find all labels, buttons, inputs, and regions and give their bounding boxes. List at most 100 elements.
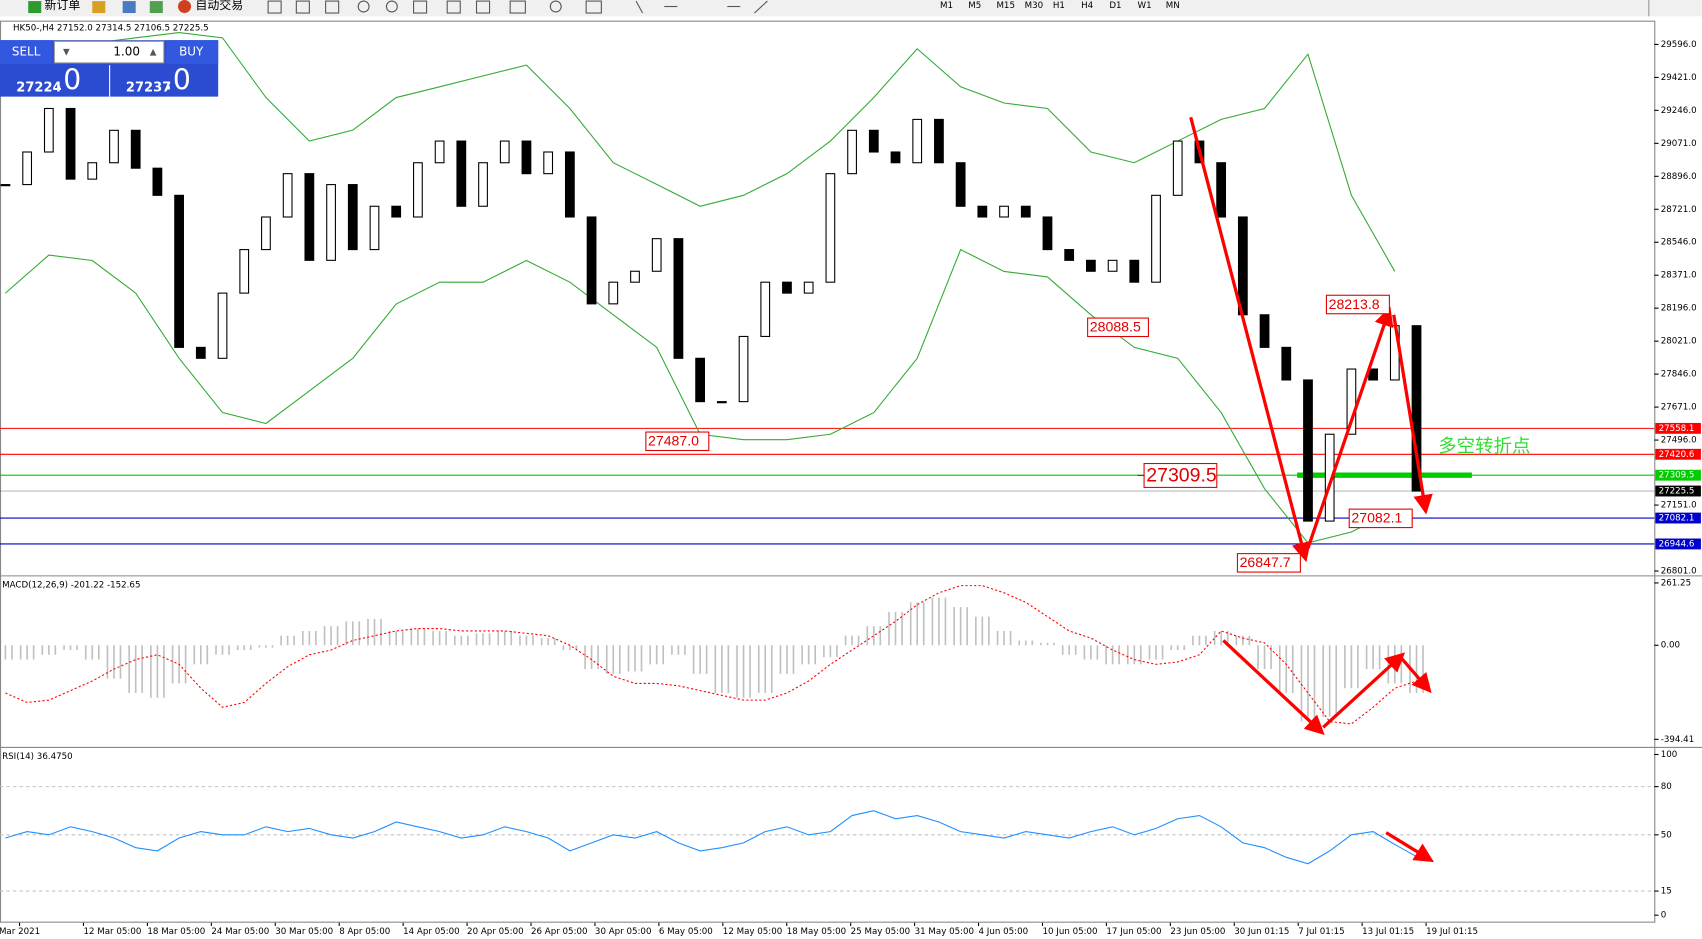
candle — [0, 184, 11, 187]
x-tick-label: 14 Apr 05:00 — [403, 927, 460, 937]
x-tick-label: 24 Mar 05:00 — [211, 927, 269, 937]
buy-label[interactable]: BUY — [179, 45, 204, 59]
tool-icon[interactable] — [295, 0, 310, 14]
sell-price-fraction[interactable]: .0 — [54, 63, 81, 96]
y-tick-label: 27151.0 — [1661, 501, 1697, 511]
y-tick-label: 80 — [1661, 782, 1672, 792]
candle — [109, 129, 119, 164]
x-tick-label: 17 Jun 05:00 — [1106, 927, 1161, 937]
candle — [738, 335, 749, 403]
candle — [456, 140, 467, 207]
candle — [608, 281, 619, 305]
new-order-button[interactable]: 新订单 — [45, 0, 81, 12]
candle — [239, 249, 250, 294]
new-order-icon[interactable] — [28, 1, 42, 14]
tool-icon[interactable] — [413, 0, 428, 14]
y-tick-label: 27496.0 — [1661, 436, 1697, 446]
candle — [1151, 194, 1161, 283]
tool-icon[interactable] — [267, 0, 282, 14]
candle — [934, 118, 944, 164]
candle — [1346, 368, 1357, 435]
x-tick-label: 13 Jul 01:15 — [1362, 927, 1414, 937]
candle — [195, 346, 206, 359]
candle — [1216, 162, 1227, 218]
tool-icon[interactable] — [92, 1, 106, 14]
x-tick-label: 30 Apr 05:00 — [595, 927, 652, 937]
annotation-label: 27309.5 — [1146, 465, 1217, 487]
plot: 29596.0 29421.0 29246.0 29071.0 28896.0 28721… — [0, 32, 1701, 937]
x-tick-label: 20 Apr 05:00 — [467, 927, 524, 937]
timeframe-button[interactable]: M5 — [968, 1, 981, 11]
y-tick-label: 29421.0 — [1661, 73, 1697, 83]
x-tick-label: 12 May 05:00 — [723, 927, 782, 937]
candle — [1020, 205, 1031, 218]
tool-icon[interactable] — [122, 1, 136, 14]
zoom-in[interactable] — [357, 0, 370, 13]
candle — [391, 205, 402, 218]
tool-icon[interactable] — [325, 0, 340, 14]
x-tick-label: 26 Apr 05:00 — [531, 927, 588, 937]
candle — [304, 173, 315, 261]
buy-price[interactable]: 27237 — [126, 80, 171, 95]
lots-input[interactable] — [53, 40, 165, 64]
candle — [1042, 216, 1053, 251]
lots-value[interactable]: 1.00 — [113, 45, 140, 59]
rsi-line — [5, 810, 1417, 865]
timeframe-button[interactable]: D1 — [1109, 1, 1121, 11]
candle — [651, 238, 662, 272]
spin-up[interactable]: ▲ — [150, 48, 157, 58]
annotation-box — [645, 431, 710, 452]
zoom-out[interactable] — [385, 0, 398, 13]
y-tick-label: 0 — [1661, 911, 1667, 921]
annotation-label: 27487.0 — [648, 433, 699, 449]
candle — [217, 292, 228, 359]
candle — [1107, 259, 1118, 272]
chart-frame — [0, 20, 1656, 923]
level-label-bg — [1655, 512, 1701, 524]
candle — [760, 281, 771, 337]
price-annotations: 28213.8 28088.5 27487.0 27309.5 27082.1 26847… — [645, 294, 1413, 573]
candle — [369, 205, 380, 251]
spin-down[interactable]: ▼ — [63, 48, 70, 58]
trendline[interactable] — [754, 0, 768, 14]
timeframe-button[interactable]: H4 — [1081, 1, 1094, 11]
tool-icon[interactable] — [446, 0, 461, 14]
timeframe-button[interactable]: H1 — [1053, 1, 1065, 11]
level-label: 27082.1 — [1659, 514, 1695, 524]
x-tick-label: 25 May 05:00 — [851, 927, 910, 937]
arrow — [1399, 655, 1432, 694]
timeframe-button[interactable]: M30 — [1025, 1, 1044, 11]
buy-button[interactable] — [166, 40, 219, 65]
candle — [261, 216, 271, 251]
sell-price[interactable]: 27224 — [16, 80, 61, 95]
macd-title: MACD(12,26,9) -201.22 -152.65 — [2, 581, 140, 591]
x-tick-label: 23 Jun 05:00 — [1170, 927, 1225, 937]
tool-icon[interactable] — [475, 0, 491, 14]
candle — [1324, 433, 1335, 522]
periods[interactable] — [549, 0, 562, 13]
y-tick-label: 100 — [1661, 750, 1678, 760]
candle — [22, 151, 33, 186]
candle — [413, 162, 423, 218]
tool-icon[interactable] — [149, 1, 163, 14]
y-tick-label: 27846.0 — [1661, 370, 1697, 380]
timeframe-button[interactable]: W1 — [1138, 1, 1152, 11]
chart-title: HK50-,H4 27152.0 27314.5 27106.5 27225.5 — [13, 24, 209, 34]
indicators[interactable] — [509, 0, 526, 14]
timeframe-button[interactable]: M1 — [940, 1, 953, 11]
candle — [847, 129, 857, 175]
auto-trading-button[interactable]: 自动交易 — [195, 0, 243, 12]
timeframe-button[interactable]: MN — [1166, 1, 1180, 11]
candle — [282, 173, 293, 218]
sell-label[interactable]: SELL — [12, 45, 41, 59]
timeframe-button[interactable]: M15 — [996, 1, 1015, 11]
buy-price-fraction[interactable]: .0 — [164, 63, 191, 96]
cursor[interactable] — [635, 0, 644, 14]
candle — [87, 162, 98, 180]
auto-trading-icon[interactable] — [178, 0, 192, 14]
rsi-title: RSI(14) 36.4750 — [2, 752, 73, 762]
y-tick-label: 50 — [1661, 830, 1672, 840]
sell-button[interactable] — [0, 40, 53, 65]
templates[interactable] — [585, 0, 602, 14]
level-label: 26944.6 — [1659, 539, 1695, 549]
